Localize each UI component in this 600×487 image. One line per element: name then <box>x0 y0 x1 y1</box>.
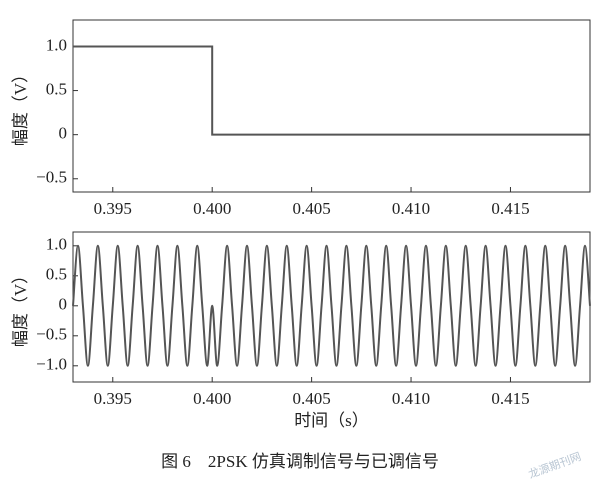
x-tick-label: 0.415 <box>491 389 529 408</box>
y-tick-label: 0 <box>59 124 68 143</box>
signal-line <box>72 244 591 367</box>
x-tick-label: 0.395 <box>94 199 132 218</box>
x-tick-label: 0.415 <box>491 199 529 218</box>
y-tick-label: 0.5 <box>46 265 67 284</box>
y-tick-label: 1.0 <box>46 35 67 54</box>
plot-frame <box>72 231 591 383</box>
y-axis-label: 幅度（V） <box>11 267 30 347</box>
x-tick-label: 0.395 <box>94 389 132 408</box>
x-axis-label: 时间（s） <box>294 411 369 430</box>
x-tick-label: 0.400 <box>193 389 231 408</box>
x-tick-label: 0.405 <box>292 389 330 408</box>
y-tick-label: −1.0 <box>36 355 67 374</box>
x-tick-label: 0.410 <box>392 199 430 218</box>
x-tick-label: 0.405 <box>292 199 330 218</box>
x-tick-label: 0.410 <box>392 389 430 408</box>
signal-line <box>73 45 590 136</box>
y-tick-label: 0 <box>59 295 68 314</box>
watermark: 龙源期刊网 <box>526 449 582 481</box>
x-tick-label: 0.400 <box>193 199 231 218</box>
caption: 图 6 2PSK 仿真调制信号与已调信号 <box>161 452 439 471</box>
y-tick-label: 0.5 <box>46 79 67 98</box>
y-tick-label: −0.5 <box>36 325 67 344</box>
plot-frame <box>72 19 591 193</box>
y-tick-label: 1.0 <box>46 235 67 254</box>
y-axis-label: 幅度（V） <box>11 66 30 146</box>
y-tick-label: −0.5 <box>36 168 67 187</box>
